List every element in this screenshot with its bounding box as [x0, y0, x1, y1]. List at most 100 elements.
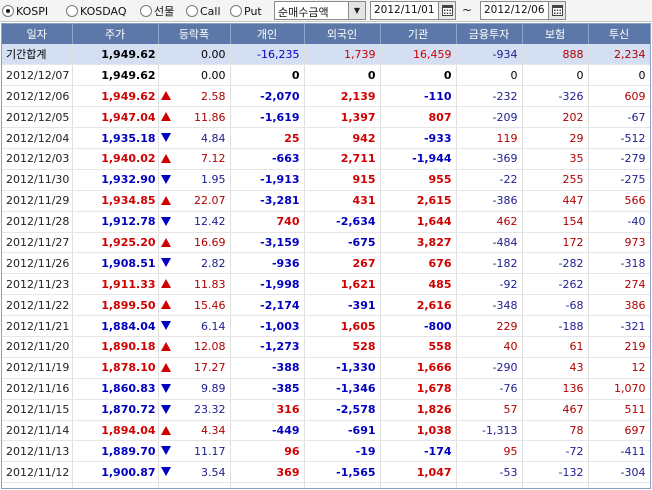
metric-select[interactable]: 순매수금액 ▼	[274, 1, 366, 20]
up-triangle-icon	[160, 153, 171, 163]
row-foreign: -1,330	[304, 357, 381, 379]
row-foreign: -675	[304, 232, 381, 254]
row-change: 6.14	[158, 315, 231, 337]
column-header-investment-trust[interactable]: 투신	[588, 24, 650, 44]
table-row[interactable]: 2012/12/04 1,935.18 4.84 25 942 -933 119 29 -512	[2, 127, 650, 149]
market-radio-futures[interactable]: 선물	[140, 2, 174, 20]
market-radio-kospi[interactable]: KOSPI	[2, 2, 48, 20]
down-triangle-icon	[160, 258, 171, 268]
column-header-change[interactable]: 등락폭	[158, 24, 231, 44]
row-price: 1,949.62	[72, 64, 159, 87]
row-insurance: 467	[522, 399, 589, 421]
market-radio-put[interactable]: Put	[230, 2, 262, 20]
row-financial-investment: -290	[456, 357, 523, 379]
row-foreign: 2,711	[304, 148, 381, 170]
row-foreign: 528	[304, 336, 381, 358]
market-radio-label: 선물	[154, 5, 175, 18]
row-change: 15.46	[158, 294, 231, 317]
row-investment-trust: 386	[588, 294, 650, 317]
row-insurance: -68	[522, 294, 589, 317]
row-change: 1.95	[158, 169, 231, 191]
row-insurance: -326	[522, 85, 589, 108]
table-row[interactable]: 2012/11/23 1,911.33 11.83 -1,998 1,621 485 -92…	[2, 273, 650, 296]
row-financial-investment: -53	[456, 461, 523, 484]
table-row[interactable]: 2012/11/30 1,932.90 1.95 -1,913 915 955 -22 255…	[2, 169, 650, 191]
table-row[interactable]: 2012/11/27 1,925.20 16.69 -3,159 -675 3,827 -4…	[2, 232, 650, 254]
row-price: 1,934.85	[72, 190, 159, 212]
table-row[interactable]: 2012/11/13 1,889.70 11.17 96 -19 -174 95 -72 -41…	[2, 440, 650, 463]
down-triangle-icon	[160, 467, 171, 477]
table-row[interactable]: 2012/12/03 1,940.02 7.12 -663 2,711 -1,944 -36…	[2, 148, 650, 170]
total-individual: -16,235	[230, 44, 305, 66]
row-financial-investment: 0	[456, 64, 523, 87]
row-date: 2012/11/14	[2, 420, 73, 442]
investor-trading-table[interactable]: 일자 주가 등락폭 개인 외국인 기관 금융투자 보험 투신 기간합계 1,94…	[1, 23, 651, 489]
row-financial-investment: -1,313	[456, 420, 523, 442]
table-row[interactable]: 2012/11/19 1,878.10 17.27 -388 -1,330 1,666 -2…	[2, 357, 650, 379]
start-date-field[interactable]: 2012/11/01	[370, 1, 456, 20]
row-change-value: 12.42	[194, 215, 226, 229]
total-foreign: 1,739	[304, 44, 381, 66]
row-individual: -3,159	[230, 232, 305, 254]
market-radio-label: Put	[244, 4, 262, 18]
table-row[interactable]: 2012/11/26 1,908.51 2.82 -936 267 676 -182 -282…	[2, 252, 650, 275]
row-price: 1,890.18	[72, 336, 159, 358]
row-institution: 807	[380, 106, 457, 129]
up-triangle-icon	[160, 279, 171, 289]
column-header-date[interactable]: 일자	[2, 24, 73, 44]
row-financial-investment: 40	[456, 336, 523, 358]
row-change: 12.08	[158, 336, 231, 358]
row-price: 1,878.10	[72, 357, 159, 379]
row-financial-investment: -37	[456, 482, 523, 488]
market-radio-call[interactable]: Call	[186, 2, 221, 20]
table-row[interactable]: 2012/11/16 1,860.83 9.89 -385 -1,346 1,678 -76…	[2, 378, 650, 400]
row-insurance: 154	[522, 211, 589, 233]
row-institution: -933	[380, 127, 457, 149]
table-row[interactable]: 2012/11/22 1,899.50 15.46 -2,174 -391 2,616 -3…	[2, 294, 650, 317]
table-row[interactable]: 2012/12/07 1,949.62 0.00 0 0 0 0 0 0	[2, 64, 650, 87]
column-header-insurance[interactable]: 보험	[522, 24, 589, 44]
row-investment-trust: 511	[588, 399, 650, 421]
table-row[interactable]: 2012/11/21 1,884.04 6.14 -1,003 1,605 -800 229…	[2, 315, 650, 337]
calendar-icon[interactable]	[438, 2, 455, 19]
table-row[interactable]: 2012/11/28 1,912.78 12.42 740 -2,634 1,644 462…	[2, 211, 650, 233]
row-foreign: -2,645	[304, 482, 381, 488]
column-header-price[interactable]: 주가	[72, 24, 159, 44]
row-foreign: -2,634	[304, 211, 381, 233]
row-institution: 1,038	[380, 420, 457, 442]
table-row[interactable]: 2012/11/20 1,890.18 12.08 -1,273 528 558 40 61 2…	[2, 336, 650, 358]
row-institution: -174	[380, 440, 457, 463]
row-price: 1,947.04	[72, 106, 159, 129]
row-individual: -1,913	[230, 169, 305, 191]
table-row[interactable]: 2012/11/14 1,894.04 4.34 -449 -691 1,038 -1,31…	[2, 420, 650, 442]
table-row[interactable]: 2012/11/091,904.41 10.00 1,890-2,645590-37…	[2, 482, 650, 488]
row-financial-investment: 462	[456, 211, 523, 233]
period-total-row[interactable]: 기간합계 1,949.62 0.00 -16,235 1,739 16,459 …	[2, 44, 650, 66]
row-change-value: 1.95	[201, 173, 226, 187]
column-header-financial-investment[interactable]: 금융투자	[456, 24, 523, 44]
row-change: 2.82	[158, 252, 231, 275]
row-foreign: -691	[304, 420, 381, 442]
row-institution: -110	[380, 85, 457, 108]
row-price: 1,932.90	[72, 169, 159, 191]
date-range-separator: ~	[462, 3, 473, 17]
row-date: 2012/12/04	[2, 127, 73, 149]
row-change: 17.27	[158, 357, 231, 379]
down-triangle-icon	[160, 133, 171, 143]
table-row[interactable]: 2012/11/15 1,870.72 23.32 316 -2,578 1,826 57 4…	[2, 399, 650, 421]
table-row[interactable]: 2012/11/12 1,900.87 3.54 369 -1,565 1,047 -53-…	[2, 461, 650, 484]
table-row[interactable]: 2012/12/05 1,947.04 11.86 -1,619 1,397 807 -20…	[2, 106, 650, 129]
market-radio-kosdaq[interactable]: KOSDAQ	[66, 2, 127, 20]
end-date-field[interactable]: 2012/12/06	[480, 1, 566, 20]
row-individual: -449	[230, 420, 305, 442]
calendar-icon[interactable]	[548, 2, 565, 19]
row-insurance: 61	[522, 336, 589, 358]
table-row[interactable]: 2012/11/29 1,934.85 22.07 -3,281 431 2,615 -38…	[2, 190, 650, 212]
column-header-individual[interactable]: 개인	[230, 24, 305, 44]
table-row[interactable]: 2012/12/06 1,949.62 2.58 -2,070 2,139 -110 -23…	[2, 85, 650, 108]
row-insurance: 255	[522, 169, 589, 191]
column-header-institution[interactable]: 기관	[380, 24, 457, 44]
row-individual: -3,281	[230, 190, 305, 212]
chevron-down-icon[interactable]: ▼	[348, 2, 365, 19]
column-header-foreign[interactable]: 외국인	[304, 24, 381, 44]
